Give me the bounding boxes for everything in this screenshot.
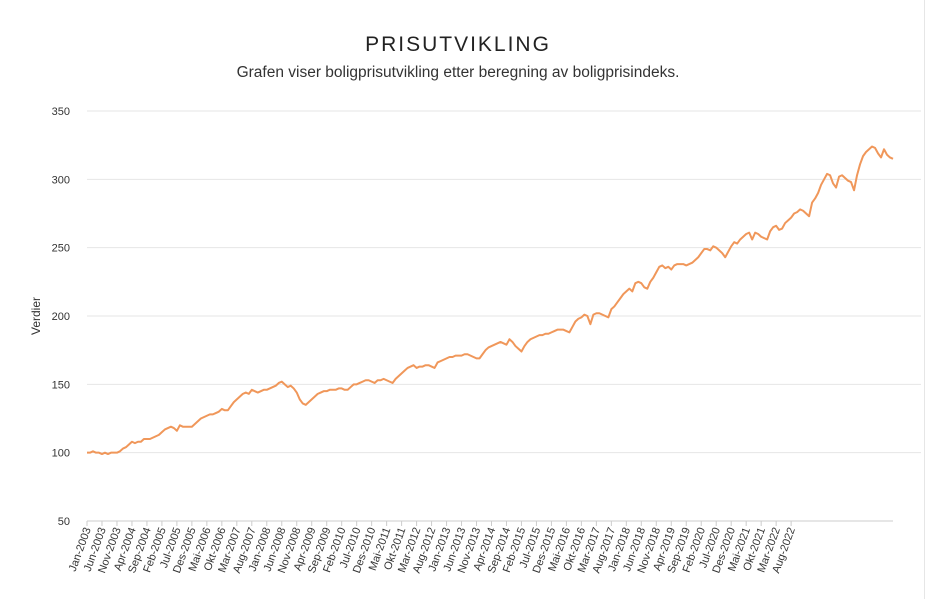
- y-tick-label: 350: [52, 106, 70, 118]
- y-tick-label: 200: [52, 311, 70, 323]
- y-axis: 50 100 150 200 250 300 350: [52, 106, 70, 528]
- y-tick-label: 150: [52, 379, 70, 391]
- grid-lines: [87, 110, 921, 454]
- y-tick-label: 50: [58, 516, 70, 528]
- chart-subtitle: Grafen viser boligprisutvikling etter be…: [236, 64, 680, 81]
- y-tick-label: 250: [52, 243, 70, 255]
- y-tick-label: 300: [52, 174, 70, 186]
- panel-border: [924, 0, 925, 599]
- series-line: [87, 145, 894, 456]
- chart-title: PRISUTVIKLING: [365, 33, 551, 56]
- y-axis-label: Verdier: [29, 297, 43, 335]
- y-tick-label: 100: [52, 448, 70, 460]
- x-axis: Jan-2003Jun-2003Nov-2003Apr-2004Sep-2004…: [67, 521, 798, 575]
